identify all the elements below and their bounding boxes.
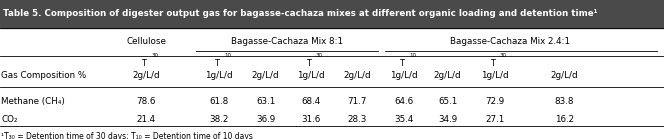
Text: 30: 30 bbox=[316, 53, 323, 58]
Text: 2g/L/d: 2g/L/d bbox=[550, 71, 578, 80]
Text: 61.8: 61.8 bbox=[210, 97, 228, 106]
Text: 64.6: 64.6 bbox=[394, 97, 413, 106]
Text: Bagasse-Cachaza Mix 8:1: Bagasse-Cachaza Mix 8:1 bbox=[231, 37, 343, 46]
Text: 83.8: 83.8 bbox=[554, 97, 574, 106]
Text: 27.1: 27.1 bbox=[485, 115, 504, 124]
Text: 72.9: 72.9 bbox=[485, 97, 504, 106]
Text: 2g/L/d: 2g/L/d bbox=[343, 71, 371, 80]
Text: T: T bbox=[305, 59, 311, 68]
Text: T: T bbox=[141, 59, 146, 68]
Text: 35.4: 35.4 bbox=[394, 115, 414, 124]
Text: CO₂: CO₂ bbox=[1, 115, 18, 124]
Text: 2g/L/d: 2g/L/d bbox=[434, 71, 461, 80]
Text: 1g/L/d: 1g/L/d bbox=[205, 71, 233, 80]
Text: Gas Composition %: Gas Composition % bbox=[1, 71, 86, 80]
Text: 34.9: 34.9 bbox=[438, 115, 457, 124]
Text: 28.3: 28.3 bbox=[347, 115, 367, 124]
Text: T: T bbox=[489, 59, 495, 68]
Text: 21.4: 21.4 bbox=[137, 115, 155, 124]
Text: T: T bbox=[214, 59, 219, 68]
Text: 30: 30 bbox=[500, 53, 507, 58]
Bar bbox=[0, 0, 664, 28]
Text: ¹T₃₀ = Detention time of 30 days; T₁₀ = Detention time of 10 days: ¹T₃₀ = Detention time of 30 days; T₁₀ = … bbox=[1, 132, 253, 139]
Text: 1g/L/d: 1g/L/d bbox=[390, 71, 418, 80]
Text: 63.1: 63.1 bbox=[256, 97, 275, 106]
Text: 1g/L/d: 1g/L/d bbox=[481, 71, 509, 80]
Text: 2g/L/d: 2g/L/d bbox=[132, 71, 160, 80]
Text: 71.7: 71.7 bbox=[347, 97, 367, 106]
Text: 2g/L/d: 2g/L/d bbox=[252, 71, 280, 80]
Text: 10: 10 bbox=[409, 53, 416, 58]
Text: 31.6: 31.6 bbox=[301, 115, 320, 124]
Text: T: T bbox=[398, 59, 404, 68]
Text: 65.1: 65.1 bbox=[438, 97, 457, 106]
Text: 30: 30 bbox=[151, 53, 159, 58]
Text: Table 5. Composition of digester output gas for bagasse-cachaza mixes at differe: Table 5. Composition of digester output … bbox=[3, 9, 598, 18]
Text: 1g/L/d: 1g/L/d bbox=[297, 71, 325, 80]
Text: Cellulose: Cellulose bbox=[126, 37, 166, 46]
Text: 36.9: 36.9 bbox=[256, 115, 275, 124]
Text: 68.4: 68.4 bbox=[301, 97, 320, 106]
Text: Bagasse-Cachaza Mix 2.4:1: Bagasse-Cachaza Mix 2.4:1 bbox=[450, 37, 570, 46]
Text: 16.2: 16.2 bbox=[555, 115, 574, 124]
Text: 10: 10 bbox=[224, 53, 232, 58]
Text: 78.6: 78.6 bbox=[136, 97, 156, 106]
Text: 38.2: 38.2 bbox=[209, 115, 229, 124]
Text: Methane (CH₄): Methane (CH₄) bbox=[1, 97, 65, 106]
